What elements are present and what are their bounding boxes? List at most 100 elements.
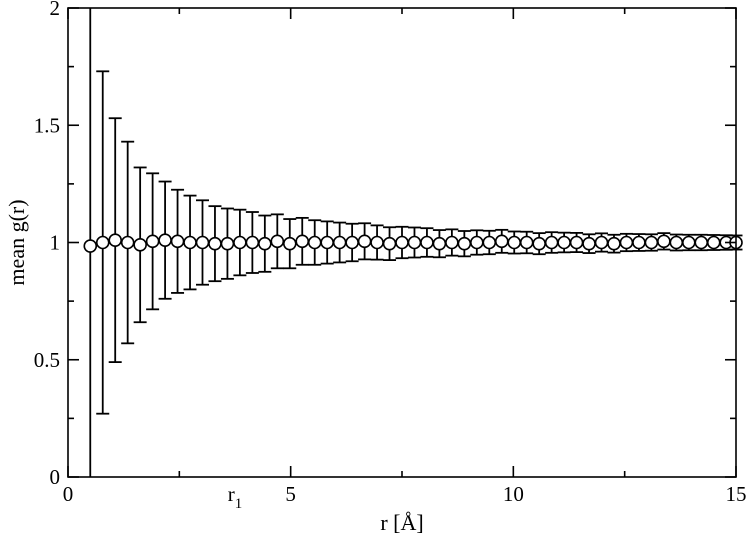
data-marker [494, 234, 509, 249]
data-point [519, 230, 534, 255]
data-point [681, 233, 696, 252]
data-marker [644, 235, 659, 250]
data-marker [557, 235, 571, 250]
data-point [245, 211, 260, 274]
data-marker [619, 235, 634, 250]
data-point [569, 231, 584, 254]
data-marker [706, 235, 721, 250]
data-point [233, 208, 247, 277]
x-tick-label: 5 [285, 482, 296, 506]
data-point [482, 229, 497, 256]
data-marker [233, 235, 247, 250]
data-point [644, 233, 659, 252]
data-marker [83, 239, 98, 253]
data-point [95, 70, 110, 415]
data-point [295, 216, 310, 266]
r1-annotation: r1 [228, 482, 243, 512]
r1-annotation-subscript: 1 [235, 496, 243, 512]
data-marker [432, 236, 447, 251]
data-point [669, 233, 684, 252]
data-point [607, 233, 621, 254]
data-marker [332, 235, 347, 250]
data-marker [470, 235, 484, 250]
data-marker [145, 234, 160, 249]
data-point [470, 229, 484, 256]
data-marker [133, 238, 147, 252]
data-marker [195, 235, 210, 250]
data-marker [395, 235, 409, 250]
data-point [158, 180, 172, 300]
x-tick-label: 0 [63, 482, 74, 506]
data-marker [95, 235, 110, 250]
data-point [619, 232, 634, 253]
tick-labels: 0 5 10 15 0 0.5 1 1.5 2 [34, 0, 747, 506]
data-marker [457, 236, 472, 251]
data-marker [694, 235, 709, 250]
data-marker [220, 236, 235, 251]
data-point [357, 222, 372, 261]
r1-annotation-base: r [228, 482, 235, 506]
y-tick-label: 1 [50, 231, 61, 255]
data-marker [295, 234, 310, 249]
x-tick-label: 15 [726, 482, 747, 506]
data-point [632, 233, 646, 252]
axis-ticks [67, 7, 737, 478]
x-tick-label: 10 [503, 482, 524, 506]
data-point [208, 205, 222, 283]
data-marker [420, 235, 434, 250]
data-marker [607, 236, 621, 251]
data-marker [532, 236, 546, 251]
data-marker [170, 234, 185, 249]
data-point [382, 226, 397, 261]
data-point [170, 188, 185, 294]
data-point [657, 232, 671, 251]
data-point [432, 229, 447, 259]
data-point [307, 219, 322, 266]
data-marker [582, 236, 596, 251]
y-tick-label: 0 [50, 465, 61, 489]
data-marker [382, 236, 397, 251]
data-point [532, 232, 546, 256]
data-point [145, 172, 160, 311]
data-point [544, 231, 559, 254]
y-axis-label: mean g(r) [4, 199, 29, 285]
data-marker [370, 235, 384, 250]
data-point [407, 226, 422, 259]
data-point [420, 227, 434, 258]
data-marker [507, 235, 522, 250]
data-marker [407, 235, 422, 250]
data-marker [482, 235, 497, 250]
data-point [195, 199, 210, 286]
data-point [332, 221, 347, 264]
data-marker [519, 235, 534, 250]
data-marker [108, 233, 123, 247]
data-marker [245, 235, 260, 250]
plot-content [83, 8, 743, 477]
data-point [258, 214, 272, 273]
y-tick-label: 2 [50, 0, 61, 20]
data-point [282, 218, 297, 270]
data-point [582, 233, 596, 254]
data-point [507, 230, 522, 255]
data-marker [183, 235, 197, 250]
data-point [594, 232, 609, 253]
data-point [83, 8, 98, 477]
data-point [345, 222, 359, 263]
data-marker [120, 235, 135, 250]
data-marker [270, 234, 285, 249]
data-marker [632, 235, 646, 250]
data-marker [258, 236, 272, 251]
data-point [183, 194, 197, 291]
data-point [706, 234, 721, 251]
data-point [270, 213, 285, 270]
data-marker [307, 235, 322, 250]
data-marker [569, 235, 584, 250]
data-marker [681, 235, 696, 250]
data-point [445, 228, 459, 257]
data-marker [594, 235, 609, 250]
data-point [494, 228, 509, 254]
y-tick-label: 1.5 [34, 113, 60, 137]
data-point [457, 230, 472, 258]
data-marker [158, 233, 172, 247]
